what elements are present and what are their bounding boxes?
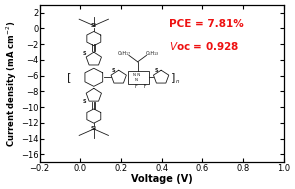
Text: PCE = 7.81%: PCE = 7.81%: [169, 19, 244, 29]
Text: $\mathit{V}$oc = 0.928: $\mathit{V}$oc = 0.928: [169, 40, 239, 52]
Y-axis label: Current density (mA cm$^{-2}$): Current density (mA cm$^{-2}$): [5, 20, 19, 147]
X-axis label: Voltage (V): Voltage (V): [131, 174, 193, 184]
